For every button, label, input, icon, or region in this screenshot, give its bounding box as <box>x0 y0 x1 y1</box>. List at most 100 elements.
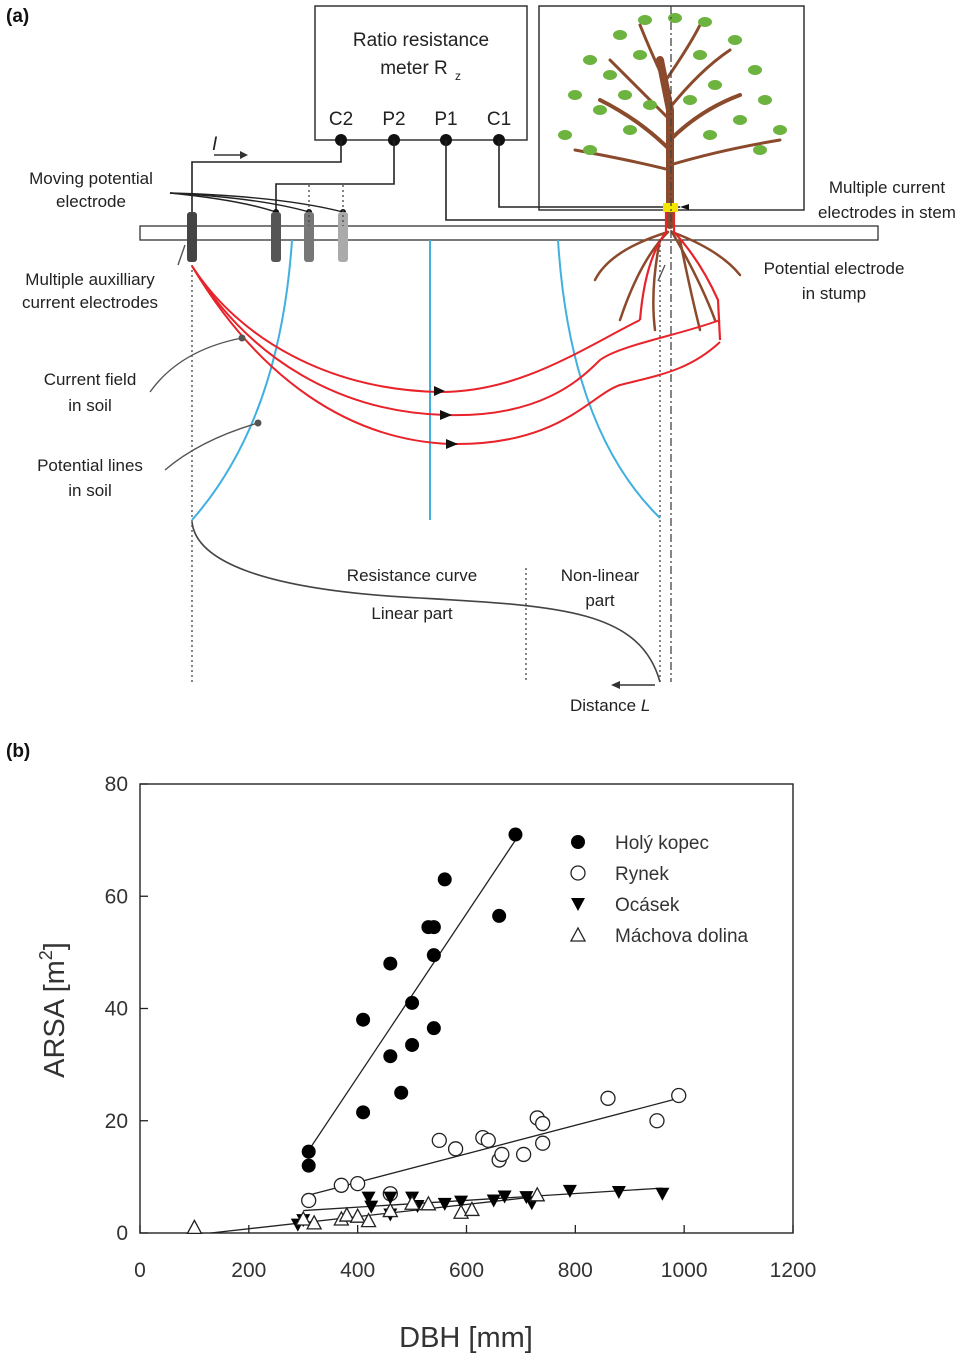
nonlinear-part-label-1: Non-linear <box>561 566 640 585</box>
data-point-series-1 <box>671 1087 687 1104</box>
soil-surface <box>139 225 879 241</box>
data-point-series-0 <box>492 908 507 923</box>
data-point-series-3 <box>420 1195 437 1211</box>
distance-label: Distance L <box>570 696 650 715</box>
x-tick-label: 200 <box>231 1259 266 1282</box>
data-point-series-1 <box>480 1132 496 1149</box>
guide-lines <box>191 6 672 682</box>
meter-label-sub: z <box>455 69 461 83</box>
legend-label-2: Ocásek <box>615 895 680 916</box>
data-point-series-3 <box>529 1186 546 1202</box>
data-point-series-0 <box>426 920 441 935</box>
x-tick-label: 0 <box>134 1259 146 1282</box>
electrodes <box>187 212 348 262</box>
aux-electrodes-label-2: current electrodes <box>22 293 158 312</box>
y-tick-label: 80 <box>105 773 128 796</box>
data-point-series-3 <box>306 1214 323 1230</box>
data-point-series-0 <box>356 1105 371 1120</box>
x-axis-title: DBH [mm] <box>399 1322 533 1354</box>
data-point-series-3 <box>349 1207 366 1223</box>
potential-lines <box>191 239 661 521</box>
data-points <box>186 827 687 1235</box>
data-point-series-1 <box>535 1115 551 1132</box>
legend: Holý kopec Rynek Ocásek Máchova dolina <box>569 833 749 947</box>
data-point-series-0 <box>426 948 441 963</box>
linear-part-label: Linear part <box>371 604 453 623</box>
x-tick-label: 800 <box>558 1259 593 1282</box>
data-point-series-2 <box>454 1195 469 1209</box>
x-axis: 0 200 400 600 800 1000 1200 <box>134 1225 816 1282</box>
potential-lines-label-1: Potential lines <box>37 456 143 475</box>
data-point-series-0 <box>426 1021 441 1036</box>
moving-potential-leaders <box>169 192 344 213</box>
distance-arrow <box>611 681 655 689</box>
data-point-series-2 <box>611 1186 626 1200</box>
ratio-meter-box <box>314 5 528 141</box>
data-point-series-0 <box>437 872 452 887</box>
data-point-series-1 <box>301 1192 317 1209</box>
data-point-series-3 <box>463 1201 481 1217</box>
data-point-series-2 <box>437 1197 452 1211</box>
data-point-series-3 <box>338 1206 355 1222</box>
data-point-series-3 <box>452 1203 470 1219</box>
stem-electrode-marker <box>663 203 678 212</box>
y-tick-label: 20 <box>105 1110 128 1133</box>
data-point-series-2 <box>497 1190 512 1204</box>
data-point-series-3 <box>382 1202 399 1218</box>
panel-a-label: (a) <box>6 6 29 27</box>
data-point-series-1 <box>600 1090 616 1106</box>
data-point-series-1 <box>333 1177 349 1193</box>
resistance-curve-label: Resistance curve <box>347 566 477 585</box>
meter-label-line2: meter R <box>380 58 448 79</box>
legend-marker-0 <box>571 835 585 849</box>
terminal-c1: C1 <box>487 109 511 130</box>
data-point-series-2 <box>364 1200 379 1214</box>
current-arrowheads <box>434 386 458 449</box>
x-tick-label: 1000 <box>661 1259 708 1282</box>
data-point-series-0 <box>405 995 420 1010</box>
panel-a: (a) Ratio resistance meter R z C2 P2 P1 … <box>6 5 956 715</box>
stem-electrodes-label-1: Multiple current <box>829 178 945 197</box>
fit-line-2 <box>303 1187 663 1212</box>
terminal-c2: C2 <box>329 109 353 130</box>
legend-label-3: Máchova dolina <box>615 926 749 947</box>
current-symbol: I <box>212 134 218 155</box>
panel-b-label: (b) <box>6 741 30 762</box>
y-tick-label: 0 <box>116 1222 128 1245</box>
data-point-series-0 <box>508 827 523 842</box>
stem-arrow <box>680 204 689 210</box>
data-point-series-0 <box>394 1085 409 1100</box>
current-field-label-1: Current field <box>44 370 137 389</box>
data-point-series-2 <box>655 1187 670 1201</box>
legend-label-1: Rynek <box>615 864 669 885</box>
y-axis: 0 20 40 60 80 <box>105 773 148 1245</box>
data-point-series-0 <box>405 1037 420 1052</box>
current-arrow: I <box>212 134 248 159</box>
y-tick-label: 60 <box>105 885 128 908</box>
tree <box>558 13 787 341</box>
resistance-curve <box>191 521 661 683</box>
data-point-series-0 <box>356 1012 371 1027</box>
regression-lines <box>210 839 679 1234</box>
fit-line-3 <box>210 1195 538 1234</box>
arsa-scatter-chart: 0 20 40 60 80 0 200 400 600 800 1000 1200 Holý kop… <box>36 773 816 1354</box>
data-point-series-2 <box>486 1194 501 1208</box>
y-axis-title: ARSA [m2] <box>36 942 71 1078</box>
data-point-series-1 <box>649 1113 665 1129</box>
data-point-series-1 <box>447 1141 464 1157</box>
legend-marker-1 <box>570 865 586 881</box>
legend-label-0: Holý kopec <box>615 833 709 854</box>
data-point-series-3 <box>295 1210 312 1226</box>
moving-potential-label-1: Moving potential <box>29 169 153 188</box>
data-point-series-1 <box>515 1146 532 1163</box>
potential-lines-label-2: in soil <box>68 481 111 500</box>
x-tick-label: 600 <box>449 1259 484 1282</box>
data-point-series-0 <box>383 1049 398 1064</box>
stump-electrode-label-1: Potential electrode <box>764 259 905 278</box>
label-pointers <box>149 244 666 471</box>
stump-electrode-label-2: in stump <box>802 284 866 303</box>
x-tick-label: 400 <box>340 1259 375 1282</box>
moving-potential-label-2: electrode <box>56 192 126 211</box>
data-point-series-2 <box>562 1184 577 1198</box>
